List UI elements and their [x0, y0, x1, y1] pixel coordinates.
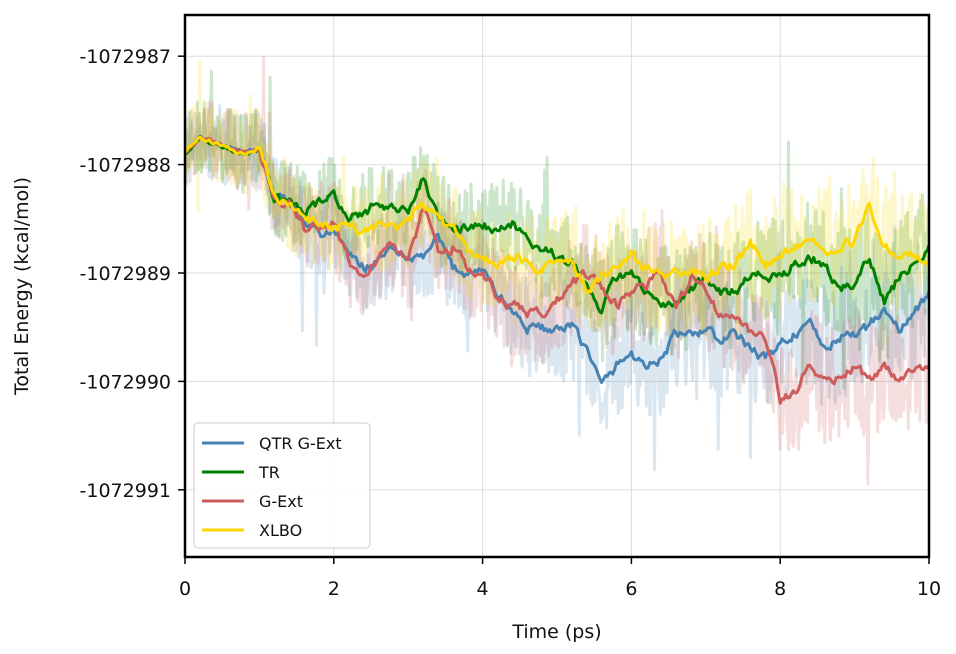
plot-frame: [183, 13, 931, 559]
legend-label-2: G-Ext: [259, 492, 303, 511]
y-tick-label-3: -1072990: [80, 371, 171, 393]
raw-trace-2: [183, 56, 931, 486]
x-axis: 0 2 4 6 8 10: [179, 557, 941, 600]
y-tick-label-4: -1072991: [80, 480, 171, 502]
grid: [184, 15, 930, 557]
x-tick-label-1: 2: [328, 578, 340, 600]
legend-label-1: TR: [258, 463, 280, 482]
y-tick-label-0: -1072987: [80, 46, 171, 68]
legend: QTR G-Ext TR G-Ext XLBO: [193, 422, 371, 549]
x-tick-label-5: 10: [917, 578, 941, 600]
series-line-0: [183, 134, 931, 384]
legend-box: [193, 422, 371, 549]
y-axis: -1072987 -1072988 -1072989 -1072990 -1072991: [80, 46, 185, 502]
raw-trace-3: [183, 58, 931, 344]
legend-label-3: XLBO: [259, 521, 302, 540]
x-tick-label-4: 8: [774, 578, 786, 600]
x-tick-label-0: 0: [179, 578, 191, 600]
series-line-3: [183, 135, 930, 295]
series-line-2: [184, 136, 931, 405]
x-tick-label-2: 4: [477, 578, 489, 600]
x-tick-label-3: 6: [625, 578, 637, 600]
y-tick-label-2: -1072989: [80, 263, 171, 285]
x-axis-title: Time (ps): [511, 621, 601, 643]
legend-label-0: QTR G-Ext: [259, 434, 342, 453]
y-axis-title: Total Energy (kcal/mol): [11, 177, 33, 396]
y-tick-label-1: -1072988: [80, 155, 171, 177]
series-layer: [183, 134, 931, 405]
